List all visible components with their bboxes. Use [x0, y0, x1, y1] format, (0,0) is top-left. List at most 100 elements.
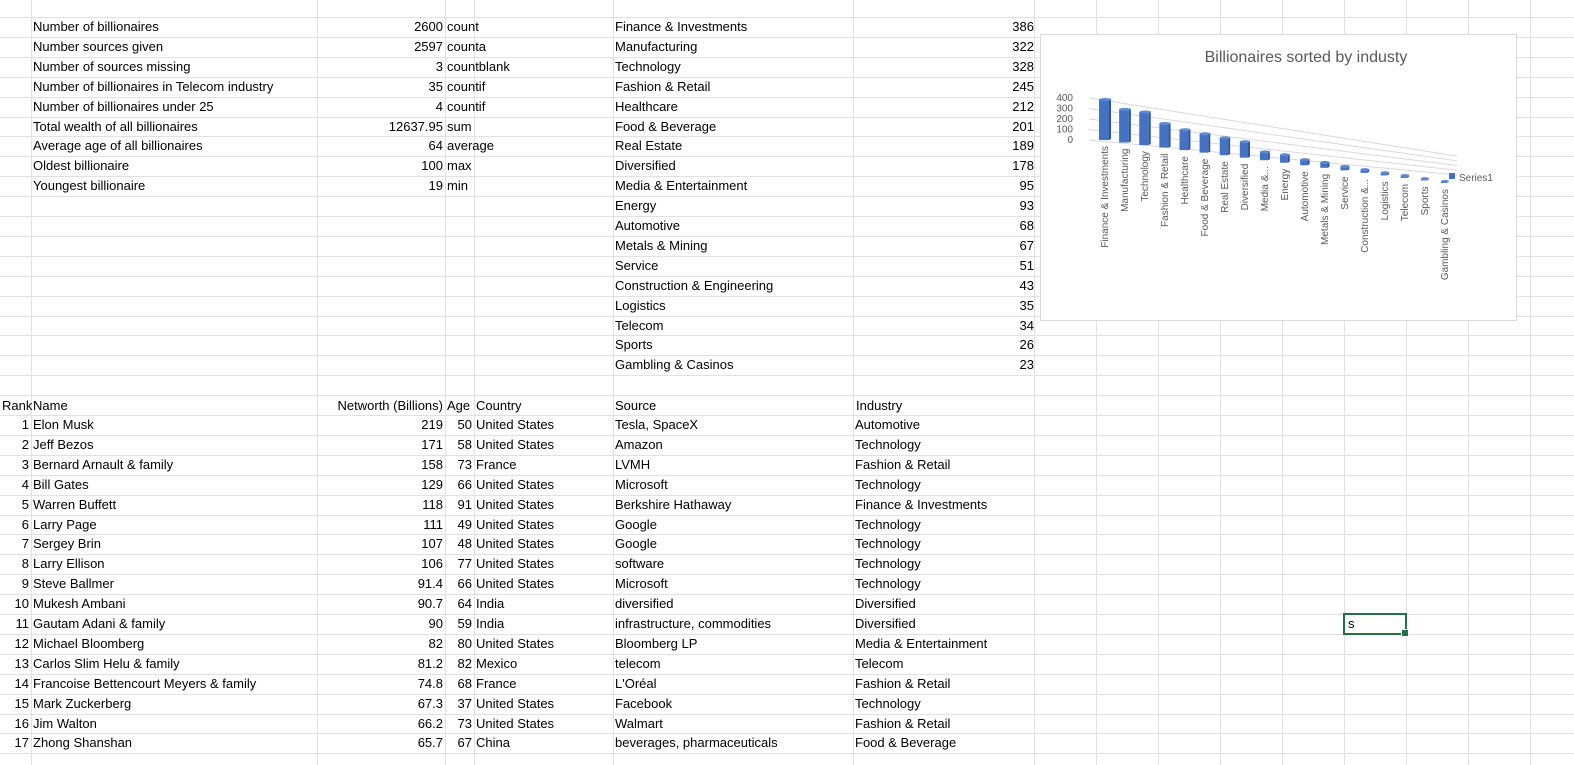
industry-cell[interactable]: Technology: [855, 696, 921, 711]
country-cell[interactable]: United States: [476, 636, 555, 651]
country-cell[interactable]: United States: [476, 696, 555, 711]
industry-count[interactable]: 245: [1012, 79, 1034, 94]
industry-cell[interactable]: Food & Beverage: [855, 735, 957, 750]
name-cell[interactable]: Zhong Shanshan: [33, 735, 133, 750]
name-cell[interactable]: Larry Page: [33, 517, 97, 532]
name-cell[interactable]: Warren Buffett: [33, 497, 117, 512]
header-name[interactable]: Name: [33, 398, 68, 413]
networth-cell[interactable]: 129: [421, 477, 443, 492]
industry-name[interactable]: Construction & Engineering: [615, 278, 774, 293]
stat-label[interactable]: Number of billionaires: [33, 19, 159, 34]
source-cell[interactable]: Google: [615, 536, 657, 551]
age-cell[interactable]: 48: [457, 536, 472, 551]
age-cell[interactable]: 66: [457, 477, 472, 492]
stat-label[interactable]: Average age of all billionaires: [33, 138, 203, 153]
industry-cell[interactable]: Diversified: [855, 616, 916, 631]
industry-count[interactable]: 178: [1012, 158, 1034, 173]
industry-cell[interactable]: Fashion & Retail: [855, 716, 951, 731]
stat-value[interactable]: 100: [421, 158, 443, 173]
stat-function[interactable]: min: [447, 178, 468, 193]
name-cell[interactable]: Sergey Brin: [33, 536, 101, 551]
industry-name[interactable]: Sports: [615, 337, 653, 352]
stat-function[interactable]: count: [447, 19, 479, 34]
industry-name[interactable]: Healthcare: [615, 99, 678, 114]
industry-cell[interactable]: Technology: [855, 576, 921, 591]
networth-cell[interactable]: 67.3: [417, 696, 443, 711]
stat-label[interactable]: Oldest billionaire: [33, 158, 130, 173]
age-cell[interactable]: 67: [457, 735, 472, 750]
name-cell[interactable]: Bernard Arnault & family: [33, 457, 174, 472]
country-cell[interactable]: United States: [476, 576, 555, 591]
stat-function[interactable]: max: [447, 158, 472, 173]
stat-value[interactable]: 19: [428, 178, 443, 193]
industry-count[interactable]: 201: [1012, 119, 1034, 134]
source-cell[interactable]: diversified: [615, 596, 674, 611]
stat-label[interactable]: Number of sources missing: [33, 59, 191, 74]
networth-cell[interactable]: 91.4: [417, 576, 443, 591]
industry-cell[interactable]: Technology: [855, 536, 921, 551]
industry-name[interactable]: Manufacturing: [615, 39, 698, 54]
rank-cell[interactable]: 9: [21, 576, 29, 591]
industry-chart[interactable]: Billionaires sorted by industy 0 100 200 30…: [1040, 34, 1517, 321]
networth-cell[interactable]: 90: [428, 616, 443, 631]
rank-cell[interactable]: 15: [14, 696, 29, 711]
country-cell[interactable]: United States: [476, 497, 555, 512]
age-cell[interactable]: 77: [457, 556, 472, 571]
country-cell[interactable]: United States: [476, 517, 555, 532]
industry-cell[interactable]: Diversified: [855, 596, 916, 611]
fill-handle[interactable]: [1401, 629, 1409, 637]
age-cell[interactable]: 59: [457, 616, 472, 631]
rank-cell[interactable]: 11: [15, 616, 30, 631]
country-cell[interactable]: China: [476, 735, 510, 750]
country-cell[interactable]: India: [476, 596, 505, 611]
industry-cell[interactable]: Fashion & Retail: [855, 676, 951, 691]
name-cell[interactable]: Gautam Adani & family: [33, 616, 166, 631]
header-country[interactable]: Country: [476, 398, 522, 413]
age-cell[interactable]: 49: [457, 517, 472, 532]
source-cell[interactable]: L'Oréal: [615, 676, 657, 691]
industry-count[interactable]: 93: [1019, 198, 1034, 213]
industry-count[interactable]: 95: [1019, 178, 1034, 193]
name-cell[interactable]: Jeff Bezos: [33, 437, 94, 452]
industry-cell[interactable]: Technology: [855, 477, 921, 492]
rank-cell[interactable]: 7: [21, 536, 29, 551]
source-cell[interactable]: Amazon: [615, 437, 663, 452]
networth-cell[interactable]: 219: [421, 417, 443, 432]
industry-count[interactable]: 386: [1012, 19, 1034, 34]
source-cell[interactable]: telecom: [615, 656, 661, 671]
rank-cell[interactable]: 4: [21, 477, 29, 492]
industry-name[interactable]: Real Estate: [615, 138, 683, 153]
source-cell[interactable]: software: [615, 556, 665, 571]
country-cell[interactable]: United States: [476, 716, 555, 731]
country-cell[interactable]: United States: [476, 437, 555, 452]
rank-cell[interactable]: 8: [21, 556, 29, 571]
industry-cell[interactable]: Automotive: [855, 417, 921, 432]
name-cell[interactable]: Francoise Bettencourt Meyers & family: [33, 676, 257, 691]
rank-cell[interactable]: 3: [21, 457, 29, 472]
rank-cell[interactable]: 17: [14, 735, 29, 750]
industry-count[interactable]: 67: [1019, 238, 1034, 253]
name-cell[interactable]: Elon Musk: [33, 417, 94, 432]
name-cell[interactable]: Mukesh Ambani: [33, 596, 126, 611]
rank-cell[interactable]: 6: [21, 517, 29, 532]
industry-count[interactable]: 35: [1019, 298, 1034, 313]
industry-cell[interactable]: Technology: [855, 556, 921, 571]
networth-cell[interactable]: 90.7: [417, 596, 443, 611]
source-cell[interactable]: Microsoft: [615, 477, 668, 492]
networth-cell[interactable]: 74.8: [417, 676, 443, 691]
stat-value[interactable]: 64: [428, 138, 443, 153]
industry-count[interactable]: 23: [1019, 357, 1034, 372]
stat-function[interactable]: countif: [447, 79, 486, 94]
industry-name[interactable]: Service: [615, 258, 659, 273]
source-cell[interactable]: beverages, pharmaceuticals: [615, 735, 778, 750]
industry-count[interactable]: 51: [1019, 258, 1034, 273]
header-industry[interactable]: Industry: [856, 398, 903, 413]
source-cell[interactable]: Google: [615, 517, 657, 532]
industry-cell[interactable]: Technology: [855, 437, 921, 452]
age-cell[interactable]: 68: [457, 676, 472, 691]
age-cell[interactable]: 73: [457, 716, 472, 731]
name-cell[interactable]: Mark Zuckerberg: [33, 696, 132, 711]
country-cell[interactable]: United States: [476, 417, 555, 432]
industry-name[interactable]: Energy: [615, 198, 657, 213]
networth-cell[interactable]: 171: [421, 437, 443, 452]
